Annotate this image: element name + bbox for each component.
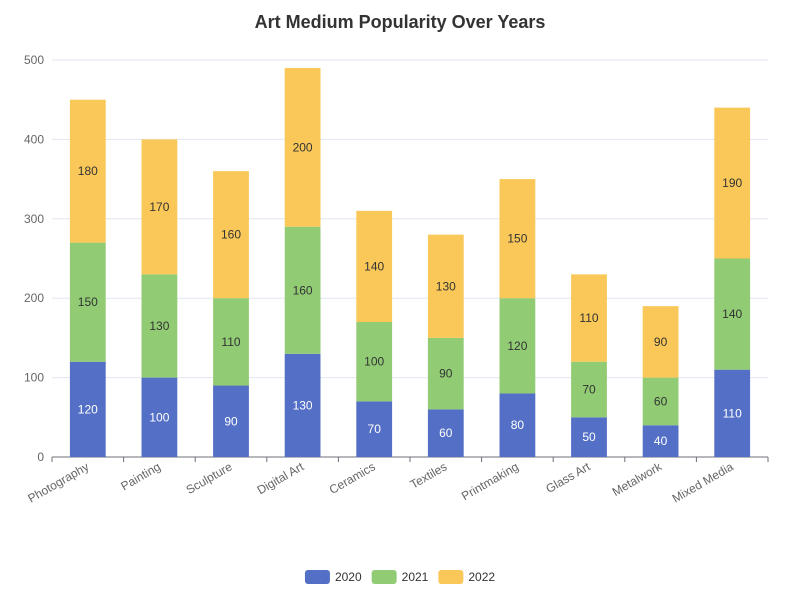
data-label: 60 bbox=[654, 394, 668, 408]
bar-segment bbox=[141, 274, 178, 378]
y-tick-label: 200 bbox=[24, 291, 44, 305]
bar-segment bbox=[427, 337, 464, 410]
bar-segment bbox=[356, 210, 393, 323]
bar-segment bbox=[571, 361, 607, 418]
legend-swatch bbox=[371, 570, 397, 584]
bar-segment bbox=[69, 242, 106, 362]
data-label: 80 bbox=[511, 418, 525, 432]
data-label: 140 bbox=[364, 259, 384, 273]
data-label: 70 bbox=[368, 422, 382, 436]
legend-item[interactable]: 2021 bbox=[371, 570, 429, 584]
y-tick-label: 300 bbox=[24, 212, 44, 226]
bar-segment bbox=[499, 393, 536, 457]
bar-segment bbox=[213, 171, 249, 299]
x-tick-label: Sculpture bbox=[184, 459, 235, 497]
bar-segment bbox=[69, 361, 106, 457]
data-label: 100 bbox=[364, 355, 384, 369]
bar-segment bbox=[714, 107, 751, 259]
data-label: 140 bbox=[722, 307, 742, 321]
bar-segment bbox=[642, 306, 679, 378]
data-label: 60 bbox=[439, 426, 453, 440]
bars bbox=[69, 67, 751, 457]
data-label: 120 bbox=[78, 402, 98, 416]
legend-item[interactable]: 2020 bbox=[304, 570, 362, 584]
bar-segment bbox=[284, 226, 321, 354]
data-label: 100 bbox=[149, 410, 169, 424]
bar-segment bbox=[642, 377, 679, 426]
chart-title: Art Medium Popularity Over Years bbox=[255, 12, 546, 32]
bar-segment bbox=[213, 385, 249, 457]
x-tick-label: Photography bbox=[25, 459, 91, 505]
bar-segment bbox=[714, 369, 751, 457]
data-label: 130 bbox=[293, 398, 313, 412]
x-tick-label: Digital Art bbox=[255, 459, 307, 497]
x-tick-label: Ceramics bbox=[327, 459, 378, 496]
data-label: 130 bbox=[149, 319, 169, 333]
x-tick-label: Painting bbox=[118, 459, 163, 493]
bar-segment bbox=[284, 67, 321, 227]
legend-swatch bbox=[304, 570, 330, 584]
data-label: 170 bbox=[149, 200, 169, 214]
data-label: 190 bbox=[722, 176, 742, 190]
bar-segment bbox=[284, 353, 321, 457]
data-label: 90 bbox=[439, 367, 453, 381]
legend: 2020 2021 2022 bbox=[304, 570, 495, 584]
y-tick-label: 0 bbox=[37, 450, 44, 464]
x-tick-label: Glass Art bbox=[543, 459, 593, 496]
data-label: 50 bbox=[582, 430, 596, 444]
x-tick-label: Metalwork bbox=[610, 459, 665, 499]
y-tick-label: 400 bbox=[24, 132, 44, 146]
bar-segment bbox=[642, 425, 679, 457]
data-label: 160 bbox=[293, 283, 313, 297]
data-labels: 120 150 180 100 130 170 90 110 160 130 160 200 70 100… bbox=[78, 140, 743, 448]
data-label: 110 bbox=[221, 335, 240, 349]
bar-segment bbox=[141, 377, 178, 457]
bar-segment bbox=[714, 258, 751, 370]
data-label: 110 bbox=[579, 311, 598, 325]
legend-item[interactable]: 2022 bbox=[438, 570, 495, 584]
data-label: 150 bbox=[507, 232, 527, 246]
y-tick-label: 500 bbox=[24, 53, 44, 67]
legend-label: 2020 bbox=[335, 570, 362, 584]
bar-segment bbox=[499, 298, 536, 394]
bar-segment bbox=[499, 179, 536, 299]
x-tick-label: Textiles bbox=[408, 459, 450, 491]
x-tick-label: Mixed Media bbox=[670, 459, 736, 505]
data-label: 110 bbox=[723, 406, 742, 420]
data-label: 180 bbox=[78, 164, 98, 178]
data-label: 160 bbox=[221, 228, 241, 242]
data-label: 150 bbox=[78, 295, 98, 309]
bar-segment bbox=[213, 298, 249, 386]
bar-segment bbox=[571, 274, 607, 362]
legend-label: 2021 bbox=[402, 570, 429, 584]
data-label: 70 bbox=[582, 383, 596, 397]
bar-segment bbox=[356, 322, 393, 402]
x-tick-label: Printmaking bbox=[459, 459, 521, 503]
data-label: 200 bbox=[293, 140, 313, 154]
data-label: 90 bbox=[654, 335, 668, 349]
data-label: 40 bbox=[654, 434, 668, 448]
data-label: 90 bbox=[224, 414, 238, 428]
data-label: 130 bbox=[436, 279, 456, 293]
bar-segment bbox=[427, 409, 464, 457]
bar-segment bbox=[141, 139, 178, 275]
data-label: 120 bbox=[507, 339, 527, 353]
bar-segment bbox=[356, 401, 393, 457]
bar-segment bbox=[571, 417, 607, 457]
bar-segment bbox=[69, 99, 106, 243]
y-tick-label: 100 bbox=[24, 371, 44, 385]
legend-swatch bbox=[438, 570, 464, 584]
bar-segment bbox=[427, 234, 464, 338]
legend-label: 2022 bbox=[468, 570, 495, 584]
